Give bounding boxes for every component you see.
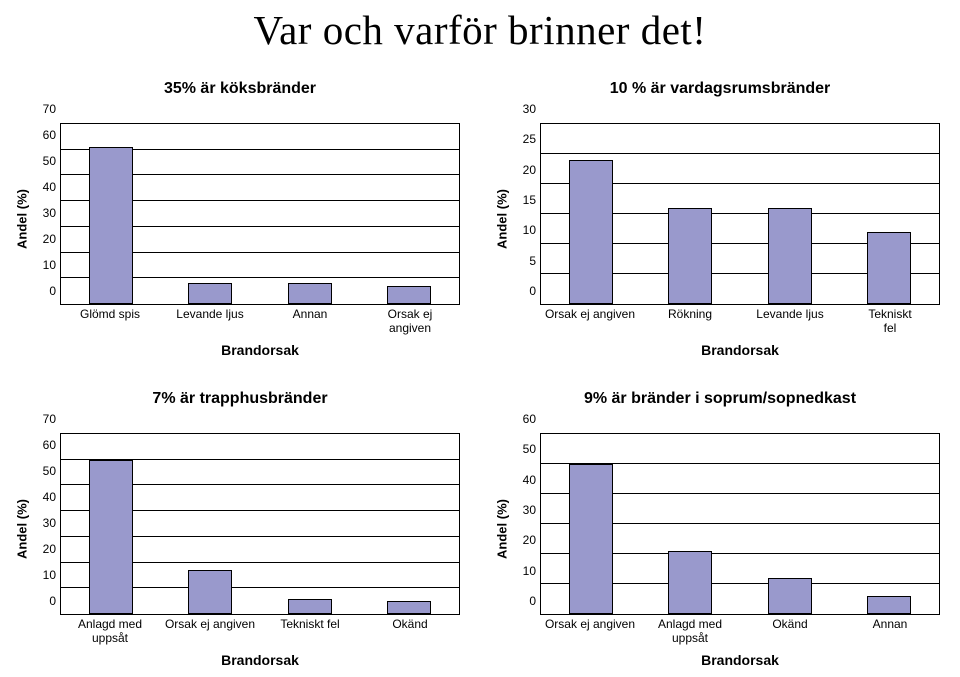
bar (768, 578, 812, 614)
category-label: Rökning (668, 308, 712, 322)
y-tick-label: 30 (43, 516, 56, 530)
category-label: Okänd (392, 618, 427, 632)
y-tick-label: 0 (49, 284, 56, 298)
bars (61, 434, 459, 614)
y-tick-label: 50 (43, 464, 56, 478)
y-tick-label: 60 (43, 128, 56, 142)
bar (288, 599, 332, 614)
category-label: Anlagd med uppsåt (658, 618, 722, 646)
y-tick-label: 20 (43, 232, 56, 246)
y-tick-label: 0 (529, 284, 536, 298)
y-tick-label: 60 (43, 438, 56, 452)
y-tick-label: 50 (523, 442, 536, 456)
plot-area (540, 433, 940, 615)
category-label: Anlagd med uppsåt (78, 618, 142, 646)
y-tick-label: 20 (523, 533, 536, 547)
category-label: Levande ljus (756, 308, 823, 322)
category-label: Annan (873, 618, 908, 632)
y-tick-label: 15 (523, 193, 536, 207)
plot-area (60, 123, 460, 305)
chart-grid: 35% är köksbränder Andel (%) 01020304050… (10, 80, 950, 670)
y-ticks: 051015202530 (514, 123, 538, 305)
chart-koksbrander: 35% är köksbränder Andel (%) 0 10 20 30 40 50… (10, 80, 470, 360)
bar (188, 283, 232, 304)
y-ticks: 010203040506070 (34, 123, 58, 305)
category-label: Orsak ej angiven (165, 618, 255, 632)
chart-title: 9% är bränder i soprum/sopnedkast (490, 390, 950, 408)
y-axis-label: Andel (%) (10, 428, 34, 630)
y-tick-label: 0 (49, 594, 56, 608)
bar (89, 460, 133, 614)
bar (867, 232, 911, 304)
y-tick-label: 5 (529, 254, 536, 268)
y-tick-label: 0 (529, 594, 536, 608)
bar (188, 570, 232, 614)
bar (867, 596, 911, 614)
y-tick-label: 10 (43, 258, 56, 272)
x-categories: Orsak ej angiven Anlagd med uppsåt Okänd An… (540, 618, 940, 648)
y-tick-label: 50 (43, 154, 56, 168)
chart-title: 7% är trapphusbränder (10, 390, 470, 408)
category-label: Glömd spis (80, 308, 140, 322)
bars (541, 124, 939, 304)
y-tick-label: 20 (523, 163, 536, 177)
x-axis-label: Brandorsak (540, 652, 940, 670)
category-label: Orsak ej angiven (545, 618, 635, 632)
y-axis-label: Andel (%) (490, 118, 514, 320)
x-categories: Anlagd med uppsåt Orsak ej angiven Teknisk… (60, 618, 460, 648)
y-tick-label: 40 (523, 473, 536, 487)
chart-title: 10 % är vardagsrumsbränder (490, 80, 950, 98)
y-axis-label: Andel (%) (10, 118, 34, 320)
plot-area (60, 433, 460, 615)
chart-vardagsrumsbrander: 10 % är vardagsrumsbränder Andel (%) 0 5 1… (490, 80, 950, 360)
category-label: Levande ljus (176, 308, 243, 322)
y-tick-label: 20 (43, 542, 56, 556)
y-ticks: 010203040506070 (34, 433, 58, 615)
chart-soprum: 9% är bränder i soprum/sopnedkast Andel … (490, 390, 950, 670)
bar (387, 286, 431, 304)
bar (668, 208, 712, 304)
category-label: Okänd (772, 618, 807, 632)
x-axis-label: Brandorsak (60, 342, 460, 360)
y-tick-label: 30 (43, 206, 56, 220)
bars (541, 434, 939, 614)
page-title: Var och varför brinner det! (0, 6, 960, 54)
bar (288, 283, 332, 304)
x-categories: Orsak ej angiven Rökning Levande ljus Tekni… (540, 308, 940, 338)
y-tick-label: 10 (43, 568, 56, 582)
y-tick-label: 30 (523, 102, 536, 116)
category-label: Tekniskt fel (280, 618, 339, 632)
chart-title: 35% är köksbränder (10, 80, 470, 98)
bar (387, 601, 431, 614)
y-tick-label: 40 (43, 490, 56, 504)
bar (569, 160, 613, 304)
category-label: Orsak ej angiven (545, 308, 635, 322)
y-axis-label: Andel (%) (490, 428, 514, 630)
y-tick-label: 70 (43, 102, 56, 116)
y-tick-label: 40 (43, 180, 56, 194)
bar (89, 147, 133, 304)
y-tick-label: 10 (523, 564, 536, 578)
x-categories: Glömd spis Levande ljus Annan Orsak ej angi… (60, 308, 460, 338)
chart-trapphusbrander: 7% är trapphusbränder Andel (%) 0 10 20 30 4… (10, 390, 470, 670)
plot-area (540, 123, 940, 305)
category-label: Annan (293, 308, 328, 322)
y-tick-label: 10 (523, 223, 536, 237)
bar (569, 464, 613, 614)
y-ticks: 0102030405060 (514, 433, 538, 615)
category-label: Tekniskt fel (865, 308, 915, 336)
bars (61, 124, 459, 304)
category-label: Orsak ej angiven (385, 308, 435, 336)
y-tick-label: 25 (523, 132, 536, 146)
y-tick-label: 70 (43, 412, 56, 426)
x-axis-label: Brandorsak (60, 652, 460, 670)
bar (768, 208, 812, 304)
y-tick-label: 30 (523, 503, 536, 517)
y-tick-label: 60 (523, 412, 536, 426)
x-axis-label: Brandorsak (540, 342, 940, 360)
bar (668, 551, 712, 614)
